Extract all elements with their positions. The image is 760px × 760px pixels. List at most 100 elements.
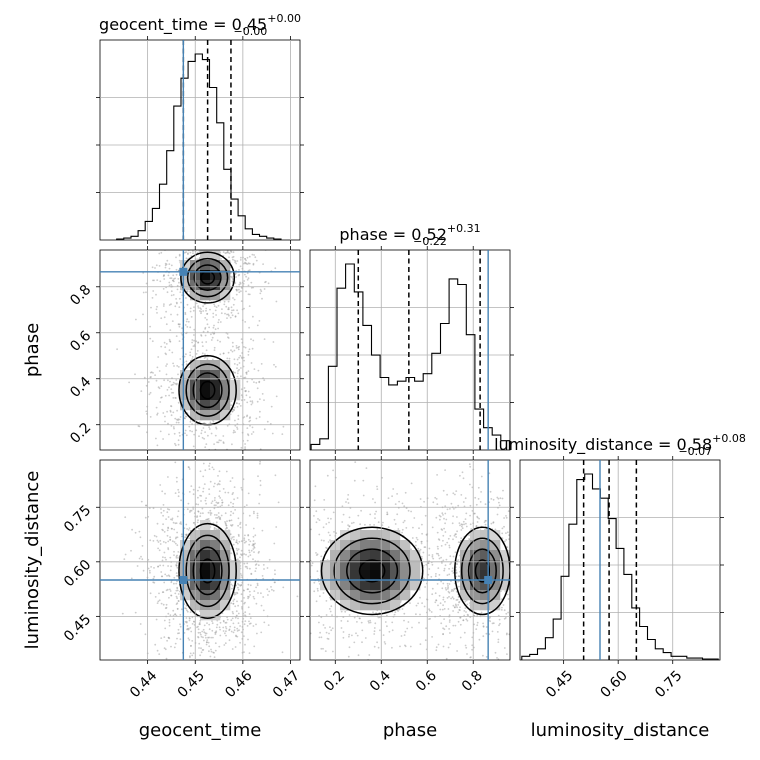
scatter-point <box>443 569 446 572</box>
scatter-point <box>258 493 261 496</box>
scatter-point <box>236 614 238 617</box>
scatter-point <box>332 511 335 514</box>
density-cell <box>230 380 241 391</box>
scatter-point <box>263 338 266 340</box>
scatter-point <box>240 631 243 634</box>
scatter-point <box>384 621 387 623</box>
scatter-point <box>199 307 202 309</box>
x-tick-label: 0.8 <box>459 668 486 695</box>
scatter-point <box>244 390 247 392</box>
scatter-point <box>202 310 205 312</box>
scatter-point <box>185 251 188 254</box>
scatter-point <box>506 653 508 655</box>
scatter-point <box>259 460 261 463</box>
scatter-point <box>234 431 237 433</box>
scatter-point <box>253 368 256 370</box>
scatter-point <box>235 539 238 542</box>
scatter-point <box>315 510 318 513</box>
scatter-point <box>116 348 118 351</box>
scatter-point <box>175 298 178 300</box>
scatter-point <box>164 648 167 651</box>
scatter-point <box>505 532 507 534</box>
density-cell <box>220 260 231 271</box>
scatter-point <box>485 528 488 531</box>
scatter-point <box>263 621 266 624</box>
scatter-point <box>209 509 212 512</box>
scatter-point <box>274 365 277 368</box>
scatter-point <box>453 587 456 590</box>
density-cell <box>220 390 231 401</box>
plot-elements <box>96 36 724 664</box>
scatter-point <box>206 641 208 644</box>
density-cell <box>220 380 231 391</box>
density-cell <box>380 600 391 611</box>
scatter-point <box>480 491 482 493</box>
scatter-point <box>253 543 255 546</box>
scatter-point <box>255 602 258 605</box>
scatter-point <box>167 565 170 567</box>
scatter-point <box>161 528 164 531</box>
scatter-point <box>328 521 330 524</box>
title-upper-error: +0.08 <box>712 432 746 445</box>
scatter-point <box>226 357 229 360</box>
scatter-point <box>207 434 209 437</box>
scatter-point <box>449 563 452 566</box>
density-cell <box>490 580 501 591</box>
scatter-point <box>372 611 374 614</box>
scatter-point <box>228 357 231 360</box>
scatter-point <box>150 566 153 568</box>
scatter-point <box>170 284 173 286</box>
scatter-point <box>180 608 183 611</box>
scatter-point <box>434 601 437 604</box>
scatter-point <box>185 360 188 363</box>
scatter-point <box>262 577 265 580</box>
scatter-point <box>246 567 249 570</box>
scatter-point <box>204 353 206 355</box>
scatter-point <box>365 467 368 469</box>
density-cell <box>220 600 231 611</box>
scatter-point <box>190 630 193 633</box>
panel-title-phase: phase = 0.52+0.31 −0.22 <box>339 222 480 248</box>
scatter-point <box>248 305 251 307</box>
scatter-point <box>435 552 438 555</box>
scatter-point <box>228 519 231 522</box>
scatter-point <box>236 592 239 595</box>
scatter-point <box>219 353 222 356</box>
density-cell <box>500 560 510 571</box>
scatter-point <box>165 518 168 520</box>
scatter-point <box>149 416 152 418</box>
scatter-point <box>250 549 253 552</box>
scatter-point <box>332 650 334 653</box>
scatter-point <box>452 515 454 518</box>
scatter-point <box>191 358 194 361</box>
scatter-point <box>226 616 229 619</box>
scatter-point <box>471 648 473 651</box>
scatter-point <box>175 589 178 592</box>
scatter-point <box>185 523 188 526</box>
scatter-point <box>424 514 427 517</box>
scatter-point <box>247 583 250 586</box>
scatter-point <box>152 290 155 292</box>
scatter-point <box>212 333 215 335</box>
scatter-point <box>153 534 156 537</box>
scatter-point <box>267 282 270 285</box>
scatter-point <box>204 328 207 330</box>
scatter-point <box>259 292 262 295</box>
scatter-point <box>247 538 250 541</box>
scatter-point <box>236 627 239 630</box>
scatter-point <box>440 580 442 583</box>
scatter-point <box>256 387 259 390</box>
density-cell <box>480 570 491 581</box>
scatter-point <box>166 389 169 391</box>
scatter-point <box>176 313 179 316</box>
scatter-point <box>178 253 181 256</box>
x-tick-label: 0.45 <box>175 668 208 701</box>
scatter-point <box>329 626 331 628</box>
scatter-point <box>384 642 387 645</box>
scatter-point <box>208 465 211 467</box>
scatter-point <box>460 525 463 528</box>
scatter-point <box>263 428 266 431</box>
scatter-point <box>193 339 196 342</box>
scatter-point <box>503 617 506 620</box>
scatter-point <box>172 294 175 296</box>
